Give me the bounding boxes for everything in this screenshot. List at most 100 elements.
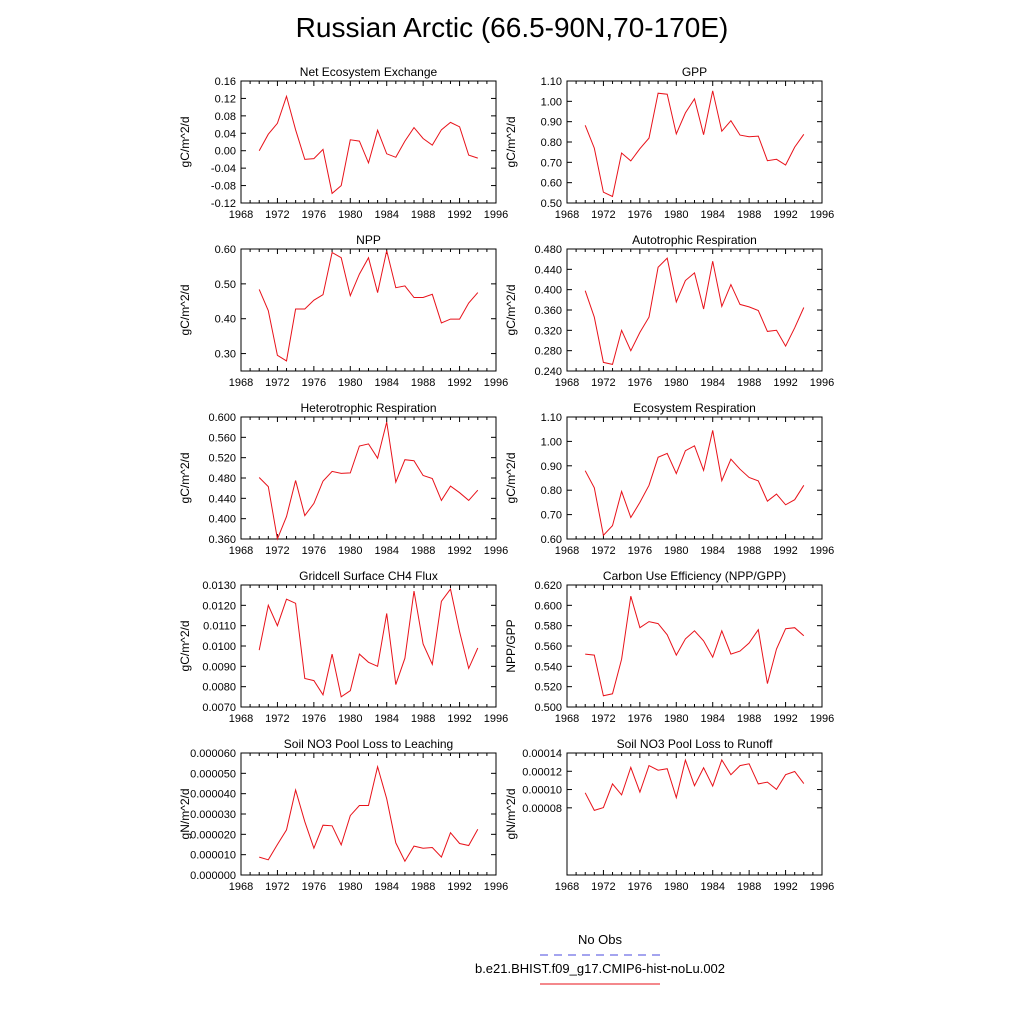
x-tick-label: 1972 (591, 209, 615, 221)
x-tick-label: 1988 (737, 545, 761, 557)
y-tick-label: 0.620 (534, 580, 562, 592)
x-tick-label: 1980 (664, 377, 688, 389)
y-tick-label: -0.08 (211, 181, 236, 193)
x-tick-label: 1992 (447, 545, 471, 557)
y-tick-label: 0.400 (534, 285, 562, 297)
y-tick-label: 0.16 (215, 76, 236, 88)
y-tick-label: 0.580 (534, 621, 562, 633)
y-axis-label: NPP/GPP (504, 619, 518, 672)
chart-panel: Gridcell Surface CH4 Flux gC/m^2/d 1968 197… (178, 569, 508, 725)
x-tick-label: 1980 (664, 209, 688, 221)
y-tick-label: 0.50 (541, 198, 562, 210)
y-axis-label: gC/m^2/d (178, 453, 192, 504)
panel-title: Heterotrophic Respiration (300, 401, 436, 415)
y-tick-label: 0.560 (208, 432, 236, 444)
legend-obs-label: No Obs (577, 932, 623, 947)
x-tick-label: 1988 (737, 881, 761, 893)
x-tick-label: 1976 (628, 545, 652, 557)
x-tick-label: 1988 (411, 377, 435, 389)
x-tick-label: 1996 (810, 209, 834, 221)
x-tick-label: 1996 (484, 881, 508, 893)
x-tick-label: 1980 (338, 881, 362, 893)
y-tick-label: 0.480 (534, 244, 562, 256)
chart-panel: Soil NO3 Pool Loss to Leaching gN/m^2/d 19… (178, 737, 508, 893)
plot-frame (566, 248, 823, 372)
y-tick-label: 0.000050 (190, 768, 236, 780)
chart-panel: Carbon Use Efficiency (NPP/GPP) NPP/GPP 19… (504, 569, 834, 725)
y-tick-label: 0.80 (541, 485, 562, 497)
x-tick-label: 1980 (664, 881, 688, 893)
x-tick-label: 1984 (374, 209, 398, 221)
y-tick-label: 0.80 (541, 137, 562, 149)
y-tick-label: 0.00 (215, 146, 236, 158)
chart-panel: Net Ecosystem Exchange gC/m^2/d 1968 1972 19… (178, 65, 508, 221)
y-tick-label: 0.70 (541, 510, 562, 522)
x-tick-label: 1984 (374, 713, 398, 725)
y-tick-label: 0.0100 (202, 641, 236, 653)
y-tick-label: 0.000060 (190, 748, 236, 760)
x-tick-label: 1996 (810, 545, 834, 557)
x-tick-label: 1972 (591, 713, 615, 725)
y-tick-label: 0.08 (215, 111, 236, 123)
x-tick-label: 1984 (700, 209, 724, 221)
plot-frame (566, 416, 823, 540)
y-tick-label: 0.00012 (522, 766, 562, 778)
x-tick-label: 1968 (555, 209, 579, 221)
x-tick-label: 1988 (737, 209, 761, 221)
x-tick-label: 1980 (338, 377, 362, 389)
x-tick-label: 1984 (700, 545, 724, 557)
y-axis-label: gN/m^2/d (504, 789, 518, 840)
legend-model-label: b.e21.BHIST.f09_g17.CMIP6-hist-noLu.002 (474, 961, 726, 976)
y-tick-label: -0.12 (211, 198, 236, 210)
y-tick-label: 0.500 (534, 702, 562, 714)
y-tick-label: 0.0080 (202, 682, 236, 694)
plot-frame (240, 248, 497, 372)
x-tick-label: 1988 (737, 377, 761, 389)
chart-panel: Ecosystem Respiration gC/m^2/d 1968 1972 197… (504, 401, 834, 557)
y-tick-label: 0.520 (534, 682, 562, 694)
x-tick-label: 1980 (664, 713, 688, 725)
x-tick-label: 1996 (484, 209, 508, 221)
panel-title: Autotrophic Respiration (632, 233, 757, 247)
y-tick-label: 0.00010 (522, 785, 562, 797)
series-line (258, 421, 479, 541)
y-tick-label: 0.560 (534, 641, 562, 653)
x-tick-label: 1996 (810, 713, 834, 725)
x-tick-label: 1972 (591, 881, 615, 893)
series-line (585, 596, 805, 697)
y-tick-label: 0.30 (215, 349, 236, 361)
plot-frame (566, 584, 823, 708)
plot-frame (566, 752, 823, 876)
y-tick-label: 0.0070 (202, 702, 236, 714)
chart-panel: Autotrophic Respiration gC/m^2/d 1968 1972 1… (504, 233, 834, 389)
x-tick-label: 1988 (411, 545, 435, 557)
y-tick-label: 0.280 (534, 346, 562, 358)
panel-title: Net Ecosystem Exchange (300, 65, 438, 79)
x-tick-label: 1976 (628, 209, 652, 221)
y-tick-label: 0.480 (208, 473, 236, 485)
x-tick-label: 1976 (302, 545, 326, 557)
y-tick-label: -0.04 (211, 163, 236, 175)
panel-title: Soil NO3 Pool Loss to Leaching (284, 737, 453, 751)
series-line (584, 90, 805, 198)
x-tick-label: 1972 (591, 545, 615, 557)
y-tick-label: 0.40 (215, 314, 236, 326)
y-axis-label: gN/m^2/d (178, 789, 192, 840)
x-tick-label: 1992 (773, 377, 797, 389)
y-axis-label: gC/m^2/d (178, 285, 192, 336)
x-tick-label: 1976 (302, 881, 326, 893)
x-tick-label: 1988 (411, 881, 435, 893)
series-line (259, 764, 479, 863)
x-tick-label: 1976 (302, 377, 326, 389)
x-tick-label: 1968 (555, 545, 579, 557)
x-tick-label: 1972 (591, 377, 615, 389)
x-tick-label: 1968 (555, 713, 579, 725)
x-tick-label: 1972 (265, 209, 289, 221)
y-tick-label: 0.90 (541, 461, 562, 473)
panel-title: Carbon Use Efficiency (NPP/GPP) (603, 569, 786, 583)
x-tick-label: 1996 (810, 881, 834, 893)
x-tick-label: 1992 (447, 881, 471, 893)
x-tick-label: 1992 (447, 209, 471, 221)
y-tick-label: 0.04 (215, 128, 236, 140)
